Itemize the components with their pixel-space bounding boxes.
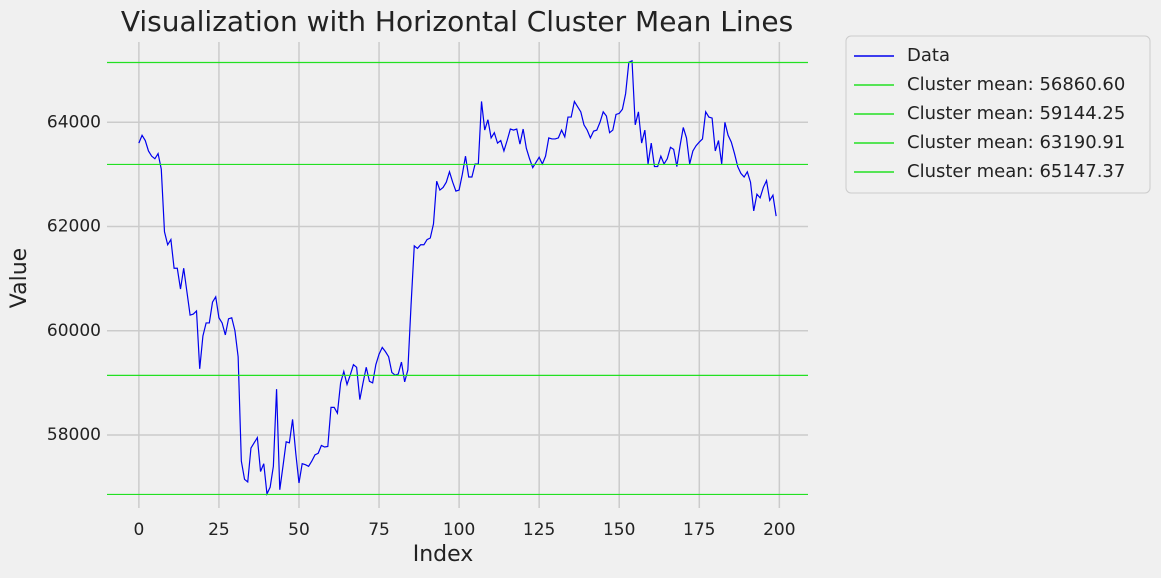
y-tick-label: 64000 (47, 112, 101, 132)
x-axis-label: Index (413, 542, 474, 567)
x-tick-label: 25 (208, 520, 230, 540)
x-tick-label: 0 (133, 520, 144, 540)
legend-label: Cluster mean: 59144.25 (907, 103, 1125, 124)
x-tick-label: 200 (763, 520, 795, 540)
legend-label: Data (907, 45, 950, 66)
y-tick-label: 58000 (47, 425, 101, 445)
legend-label: Cluster mean: 63190.91 (907, 132, 1125, 153)
legend-label: Cluster mean: 56860.60 (907, 74, 1125, 95)
chart-title: Visualization with Horizontal Cluster Me… (121, 5, 793, 38)
x-tick-label: 150 (603, 520, 635, 540)
x-tick-label: 175 (683, 520, 715, 540)
y-tick-label: 60000 (47, 321, 101, 341)
x-tick-label: 125 (523, 520, 555, 540)
legend-box (845, 35, 1151, 194)
y-tick-label: 62000 (47, 217, 101, 237)
x-tick-label: 50 (288, 520, 310, 540)
legend-label: Cluster mean: 65147.37 (907, 161, 1125, 182)
x-tick-label: 100 (443, 520, 475, 540)
x-tick-label: 75 (368, 520, 390, 540)
data-line (138, 59, 777, 497)
y-axis-label: Value (7, 248, 32, 308)
